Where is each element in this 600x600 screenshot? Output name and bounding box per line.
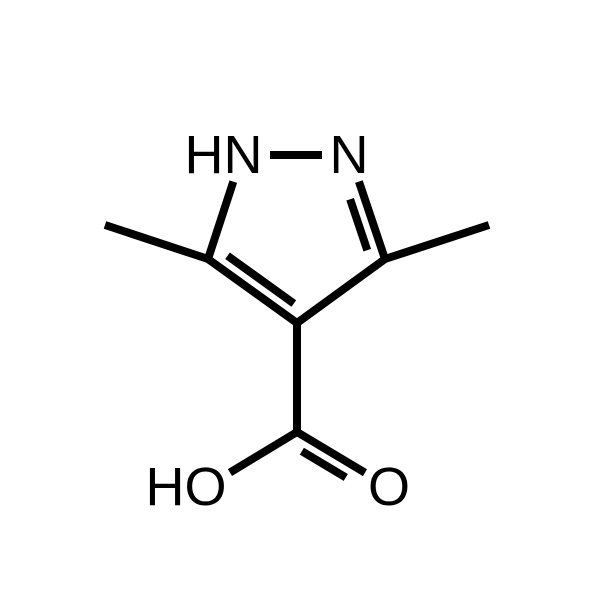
bond-N2-C3 bbox=[350, 182, 385, 259]
bond-Ccoo-Ooh bbox=[230, 432, 297, 473]
atom-label-N1: HN bbox=[185, 125, 263, 185]
atom-label-Odb: O bbox=[368, 457, 410, 517]
bond-C3-Me3 bbox=[385, 225, 489, 259]
bond-C5-N1 bbox=[208, 182, 233, 259]
bond-C4-C5 bbox=[208, 256, 297, 323]
atom-label-N2: N bbox=[329, 125, 368, 185]
bond-C5-Me5 bbox=[105, 225, 208, 259]
chemical-structure-diagram: HN N O HO bbox=[0, 0, 600, 600]
bond-C3-C4 bbox=[297, 259, 385, 323]
bond-Ccoo-Odb bbox=[297, 432, 365, 477]
atom-label-Ooh: HO bbox=[146, 457, 227, 517]
